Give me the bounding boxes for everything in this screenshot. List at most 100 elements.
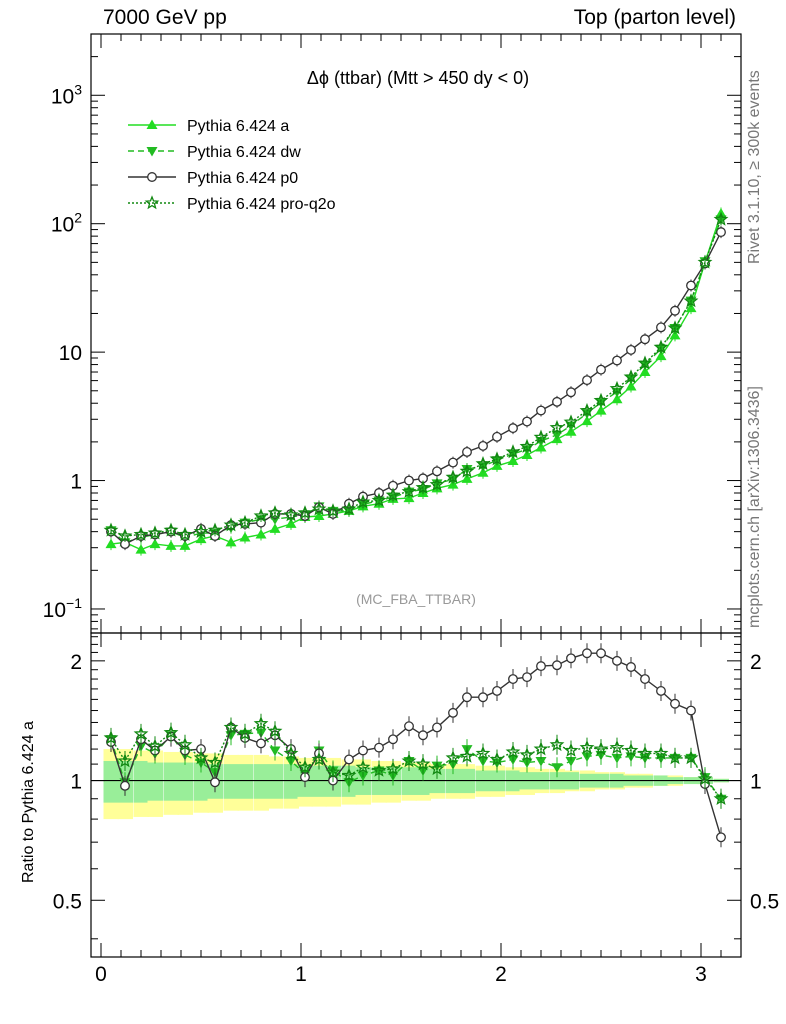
band-inner-segment: [237, 764, 253, 799]
data-point: [163, 522, 179, 537]
legend-marker: [144, 195, 160, 210]
main-y-tick-label: 102: [51, 210, 82, 237]
data-point: [595, 405, 607, 415]
data-point: [371, 492, 387, 507]
data-point: [686, 280, 696, 291]
legend-marker: [146, 119, 158, 129]
data-point: [355, 494, 371, 509]
ratio-point: [325, 764, 341, 779]
data-point: [269, 523, 281, 533]
data-point: [325, 503, 341, 518]
band-inner-segment: [253, 764, 269, 799]
data-point: [609, 380, 625, 395]
ratio-point: [640, 674, 650, 684]
ratio-point: [505, 744, 521, 759]
main-y-tick-label: 10−1: [43, 595, 83, 622]
ratio-point: [355, 759, 371, 774]
data-point: [612, 355, 622, 366]
legend-label: Pythia 6.424 pro-q2o: [187, 196, 336, 213]
data-point: [637, 355, 653, 370]
band-inner-segment: [133, 760, 149, 803]
ratio-point: [253, 715, 269, 730]
ratio-point: [344, 754, 354, 765]
main-y-tick-label: 1: [70, 471, 82, 494]
ratio-point: [475, 745, 491, 760]
ratio-point: [103, 730, 119, 745]
data-point: [582, 375, 592, 386]
ratio-point: [519, 747, 535, 762]
ratio-point: [489, 751, 505, 766]
ratio-point: [670, 698, 680, 709]
x-tick-label: 3: [695, 963, 707, 986]
ratio-y-tick-label-right: 1: [750, 771, 762, 794]
analysis-watermark: (MC_FBA_TTBAR): [356, 591, 476, 607]
data-point: [207, 522, 223, 537]
data-point: [253, 508, 269, 523]
data-point: [522, 416, 532, 427]
x-tick-label: 1: [295, 963, 307, 986]
ratio-y-tick-label: 0.5: [53, 890, 82, 913]
data-point: [552, 396, 562, 407]
data-point: [475, 456, 491, 471]
ratio-point: [210, 777, 220, 788]
ratio-point: [404, 721, 414, 732]
ratio-point: [459, 748, 475, 763]
data-point: [404, 475, 414, 486]
data-point: [149, 538, 161, 549]
data-point: [655, 350, 667, 361]
data-point: [147, 525, 163, 540]
legend-marker: [147, 172, 157, 182]
ratio-point: [311, 751, 327, 766]
data-point: [105, 538, 117, 549]
ratio-point: [445, 750, 461, 765]
ratio-point: [448, 707, 458, 718]
ratio-point: [565, 756, 577, 767]
ratio-point: [256, 738, 266, 749]
data-point: [670, 305, 680, 316]
data-point: [223, 517, 239, 532]
data-point: [716, 227, 726, 238]
data-point: [536, 405, 546, 416]
data-point: [581, 415, 593, 426]
data-point: [415, 479, 431, 494]
legend-label: Pythia 6.424 p0: [187, 170, 298, 187]
ratio-point: [653, 745, 669, 760]
data-point: [385, 487, 401, 502]
data-point: [237, 514, 253, 529]
ratio-point: [713, 790, 729, 806]
data-point: [239, 532, 251, 542]
ratio-point: [401, 753, 417, 768]
data-point: [519, 438, 535, 453]
ratio-point: [716, 832, 726, 843]
data-point: [133, 526, 149, 541]
ratio-point: [269, 746, 281, 757]
data-point: [103, 522, 119, 537]
data-point: [489, 451, 505, 466]
ratio-point: [207, 754, 223, 769]
band-inner-segment: [147, 762, 163, 801]
ratio-point: [522, 672, 532, 683]
data-point: [593, 392, 609, 407]
ratio-y-tick-label-right: 0.5: [750, 890, 779, 913]
ratio-point: [593, 741, 609, 756]
data-point: [448, 457, 458, 468]
legend-marker: [146, 147, 158, 157]
ratio-point: [656, 686, 666, 696]
ratio-point: [177, 737, 193, 752]
legend-label: Pythia 6.424 dw: [187, 144, 301, 161]
ratio-point: [637, 745, 653, 760]
ratio-point: [432, 722, 442, 733]
ratio-point: [371, 762, 387, 777]
data-point: [507, 455, 519, 465]
ratio-point: [237, 726, 253, 741]
data-point: [255, 529, 267, 539]
ratio-point: [582, 648, 592, 659]
ratio-point: [388, 734, 398, 745]
data-point: [508, 423, 518, 434]
band-inner-segment: [223, 764, 239, 799]
ratio-point: [385, 761, 401, 776]
ratio-point: [163, 724, 179, 739]
ratio-y-tick-label: 1: [70, 771, 82, 794]
ratio-point: [612, 655, 622, 666]
ratio-point: [686, 705, 696, 716]
